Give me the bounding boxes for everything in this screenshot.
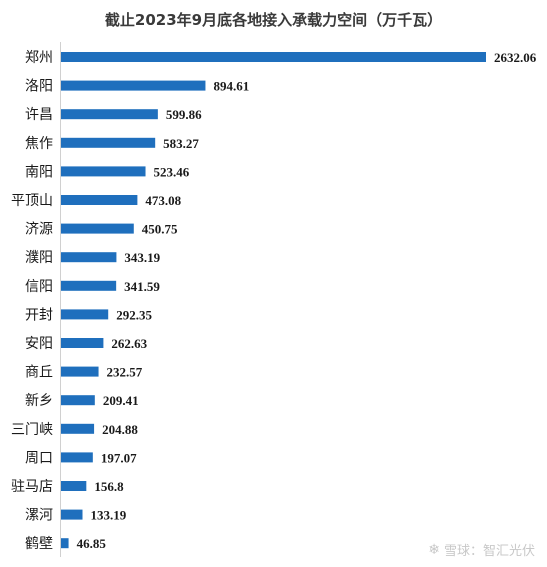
bar: [61, 366, 99, 377]
bar: [61, 109, 158, 120]
data-label: 583.27: [163, 136, 199, 151]
data-label: 133.19: [91, 508, 127, 523]
data-label: 894.61: [213, 79, 249, 94]
watermark: ❄ 雪球：智汇光伏: [428, 540, 535, 560]
data-label: 156.8: [94, 479, 124, 494]
category-label: 开封: [25, 307, 53, 323]
category-label: 三门峡: [11, 422, 53, 438]
category-label: 信阳: [25, 279, 53, 295]
bar: [61, 52, 486, 62]
snowball-logo-icon: ❄: [428, 541, 440, 558]
category-label: 新乡: [25, 393, 53, 409]
category-label: 濮阳: [25, 250, 53, 266]
bar: [61, 338, 104, 348]
bars-layer: 郑州 2632.06 洛阳 894.61 许昌 599.86 焦作 583.27 南阳 523.4…: [11, 50, 537, 552]
bar: [61, 223, 134, 234]
bar: [61, 80, 206, 91]
category-label: 驻马店: [11, 479, 53, 495]
data-label: 204.88: [102, 422, 138, 437]
category-label: 郑州: [25, 50, 53, 66]
chart-title: 截止2023年9月底各地接入承载力空间（万千瓦）: [104, 11, 443, 29]
bar: [61, 252, 117, 263]
bar: [61, 309, 109, 320]
data-label: 450.75: [142, 222, 178, 237]
bar: [61, 509, 83, 520]
category-label: 许昌: [25, 107, 53, 123]
data-label: 197.07: [101, 450, 137, 465]
data-label: 292.35: [116, 307, 152, 322]
category-label: 洛阳: [25, 79, 53, 95]
watermark-text: 雪球：智汇光伏: [443, 544, 535, 559]
bar: [61, 452, 93, 463]
data-label: 343.19: [124, 250, 160, 265]
data-label: 232.57: [107, 365, 143, 380]
data-label: 2632.06: [494, 50, 537, 65]
bar: [61, 195, 138, 205]
data-label: 46.85: [77, 536, 107, 551]
data-label: 262.63: [111, 336, 147, 351]
bar: [61, 538, 69, 549]
data-label: 209.41: [103, 393, 139, 408]
bar: [61, 395, 95, 406]
bar: [61, 137, 156, 148]
data-label: 523.46: [154, 164, 190, 179]
bar: [61, 481, 87, 491]
category-label: 安阳: [25, 336, 53, 352]
category-label: 济源: [25, 222, 53, 238]
bar: [61, 280, 117, 291]
category-label: 漯河: [25, 508, 53, 524]
category-label: 南阳: [25, 164, 53, 180]
category-label: 周口: [25, 450, 53, 466]
bar: [61, 423, 95, 434]
data-label: 599.86: [166, 107, 202, 122]
category-label: 焦作: [25, 136, 53, 152]
category-label: 商丘: [25, 365, 53, 381]
data-label: 341.59: [124, 279, 160, 294]
bar: [61, 166, 146, 177]
category-label: 平顶山: [11, 193, 53, 209]
category-label: 鹤壁: [25, 536, 53, 552]
data-label: 473.08: [145, 193, 181, 208]
